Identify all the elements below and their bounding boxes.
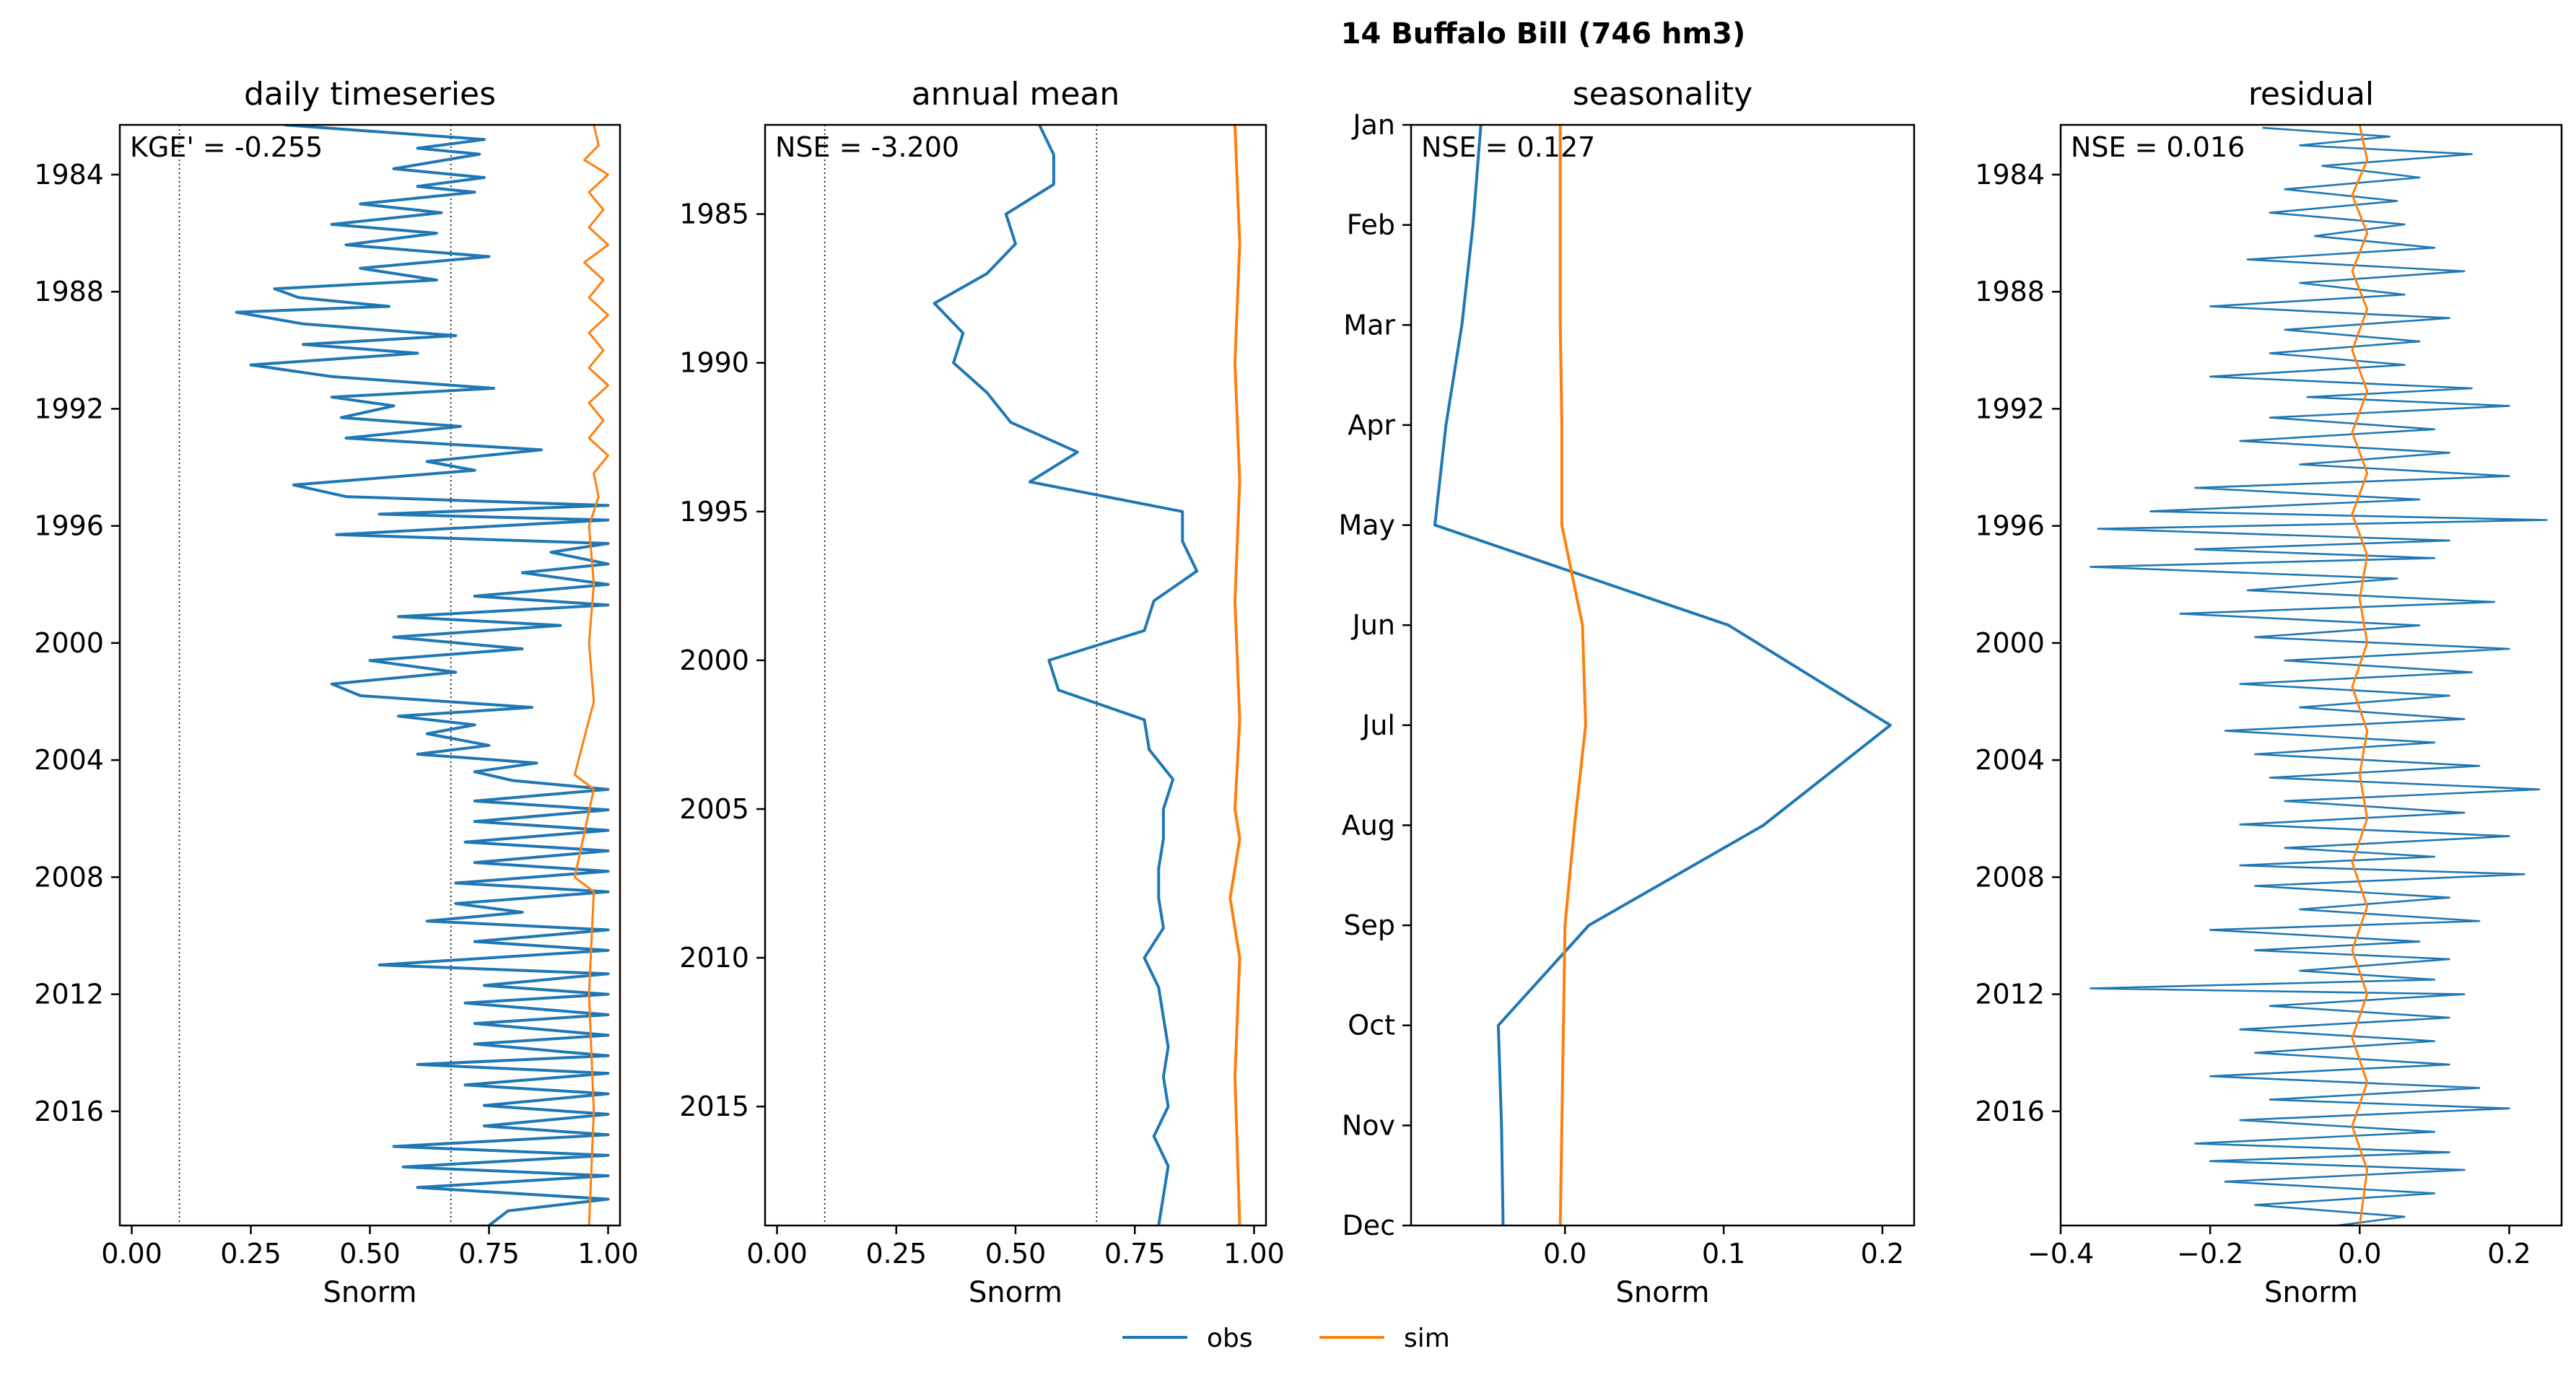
panel-title: annual mean <box>912 76 1120 113</box>
figure-suptitle: 14 Buffalo Bill (746 hm3) <box>1341 17 1746 51</box>
x-tick-label: 0.50 <box>985 1238 1047 1270</box>
y-tick-label: Apr <box>1348 409 1395 441</box>
y-tick-label: 2000 <box>34 627 104 659</box>
x-tick-label: 0.2 <box>1861 1238 1904 1270</box>
axes-frame <box>118 123 621 1227</box>
y-tick-label: 2008 <box>34 861 104 893</box>
y-tick-label: 1996 <box>1975 510 2045 542</box>
x-tick-label: 0.50 <box>339 1238 401 1270</box>
y-tick-label: 2010 <box>679 942 749 974</box>
y-tick-label: 1984 <box>34 159 104 191</box>
x-tick-label: −0.4 <box>2027 1238 2094 1270</box>
axes-frame <box>2059 123 2563 1227</box>
y-tick-label: 1992 <box>34 393 104 424</box>
series-sim-line <box>573 125 609 1225</box>
y-tick-label: Nov <box>1342 1109 1395 1141</box>
panel-title: daily timeseries <box>244 76 496 113</box>
y-tick-label: 1995 <box>679 496 749 528</box>
y-tick-label: Jul <box>1361 709 1395 741</box>
x-tick-label: 0.0 <box>1543 1238 1586 1270</box>
x-axis-label: Snorm <box>969 1276 1062 1309</box>
y-tick-label: Jan <box>1351 109 1395 141</box>
y-tick-label: 2000 <box>1975 627 2045 659</box>
x-tick-label: 0.1 <box>1702 1238 1745 1270</box>
y-tick-label: Aug <box>1342 809 1395 841</box>
legend-sim-label: sim <box>1404 1324 1450 1353</box>
metric-annotation: NSE = -3.200 <box>775 131 959 163</box>
x-axis-label: Snorm <box>2264 1276 2358 1309</box>
panel-title: seasonality <box>1573 76 1752 113</box>
y-tick-label: 2015 <box>679 1091 749 1122</box>
axes-frame <box>1410 123 1916 1227</box>
y-tick-label: 2000 <box>679 645 749 676</box>
x-tick-label: 1.00 <box>577 1238 639 1270</box>
x-tick-label: 0.00 <box>101 1238 162 1270</box>
y-tick-label: 1990 <box>679 347 749 379</box>
y-tick-label: Oct <box>1348 1010 1395 1041</box>
x-axis-label: Snorm <box>1616 1276 1710 1309</box>
y-tick-label: Jun <box>1351 609 1395 641</box>
series-obs-line <box>235 125 610 1225</box>
y-tick-label: 2004 <box>34 744 104 776</box>
series-obs-line <box>1433 125 1892 1225</box>
panel-3: seasonality 0.0 0.1 0.2 Jan Feb Mar Apr May Jun Ju… <box>1338 76 1916 1309</box>
y-tick-label: Dec <box>1342 1210 1395 1241</box>
legend: obs sim <box>1122 1324 1450 1353</box>
x-tick-label: 0.00 <box>746 1238 808 1270</box>
metric-annotation: NSE = 0.016 <box>2071 131 2245 163</box>
y-tick-label: 2012 <box>34 979 104 1010</box>
y-tick-label: 2012 <box>1975 979 2045 1010</box>
panel-2: annual mean 0.00 0.25 0.50 0.75 1.00 1985 1990 1… <box>679 76 1284 1309</box>
series-sim-line <box>1558 125 1587 1225</box>
y-tick-label: 2016 <box>34 1096 104 1127</box>
y-tick-label: 2016 <box>1975 1096 2045 1127</box>
panel-4: residual −0.4 −0.2 0.0 0.2 1984 1988 1992 1996 20… <box>1975 76 2563 1309</box>
y-tick-label: Mar <box>1343 309 1395 341</box>
y-tick-label: May <box>1338 510 1395 541</box>
y-tick-label: Feb <box>1347 209 1395 241</box>
series-obs-line <box>2090 126 2548 1225</box>
series-sim-line <box>1228 125 1241 1225</box>
metric-annotation: NSE = 0.127 <box>1421 131 1595 163</box>
x-tick-label: 1.00 <box>1223 1238 1285 1270</box>
panel-1: daily timeseries 0.00 0.25 0.50 0.75 1.00 1984… <box>34 76 639 1309</box>
y-tick-label: 1992 <box>1975 393 2045 424</box>
legend-obs-label: obs <box>1207 1324 1253 1353</box>
x-tick-label: −0.2 <box>2177 1238 2243 1270</box>
y-tick-label: 1988 <box>1975 276 2045 307</box>
metric-annotation: KGE' = -0.255 <box>130 131 323 163</box>
y-tick-label: 1996 <box>34 510 104 542</box>
y-tick-label: 2008 <box>1975 861 2045 893</box>
x-axis-label: Snorm <box>323 1276 417 1309</box>
y-tick-label: 2005 <box>679 793 749 825</box>
y-tick-label: 1988 <box>34 276 104 307</box>
y-tick-label: 1985 <box>679 198 749 230</box>
y-tick-label: 2004 <box>1975 744 2045 776</box>
panel-title: residual <box>2248 76 2374 113</box>
x-tick-label: 0.25 <box>865 1238 927 1270</box>
y-tick-label: 1984 <box>1975 159 2045 191</box>
axes-frame <box>764 123 1267 1227</box>
series-obs-line <box>933 125 1199 1225</box>
x-tick-label: 0.75 <box>1104 1238 1166 1270</box>
x-tick-label: 0.2 <box>2487 1238 2531 1270</box>
x-tick-label: 0.0 <box>2338 1238 2381 1270</box>
x-tick-label: 0.75 <box>458 1238 520 1270</box>
x-tick-label: 0.25 <box>220 1238 281 1270</box>
y-tick-label: Sep <box>1343 909 1395 941</box>
series-sim-line <box>2351 125 2369 1225</box>
